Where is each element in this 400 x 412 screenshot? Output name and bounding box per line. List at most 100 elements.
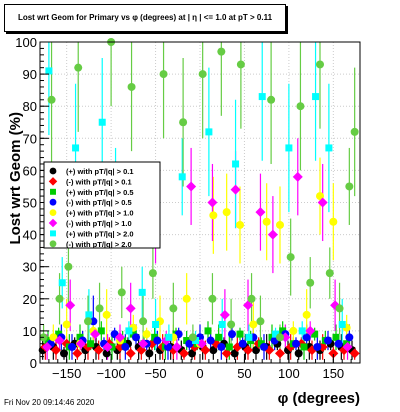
data-point: [179, 118, 188, 127]
legend-label: (+) with pT/|q| > 1.0: [66, 209, 134, 218]
data-point: [169, 304, 178, 313]
data-point: [245, 333, 253, 341]
data-point: [204, 327, 212, 335]
data-point: [159, 70, 168, 79]
data-point: [268, 333, 276, 341]
data-point: [85, 311, 93, 319]
y-tick-label: 10: [23, 324, 37, 339]
data-point: [276, 220, 284, 229]
data-point: [230, 349, 239, 358]
data-point: [312, 93, 320, 101]
data-point: [230, 184, 241, 195]
data-point: [182, 294, 191, 303]
data-point: [324, 336, 332, 345]
legend-marker: [48, 218, 58, 228]
y-tick-label: 80: [23, 99, 37, 114]
data-point: [132, 333, 140, 342]
data-point: [243, 300, 253, 311]
axes: −150 −100 −50 0 50 100 150 0 10 20 30 40 50 60 70 80 90 1…: [15, 35, 361, 381]
data-point: [334, 339, 343, 348]
data-point: [209, 346, 218, 355]
data-point: [236, 60, 245, 69]
data-point: [275, 348, 285, 359]
data-point: [192, 337, 200, 345]
data-point: [49, 333, 58, 342]
data-point: [42, 341, 53, 352]
legend-marker: [50, 188, 56, 195]
data-point: [51, 345, 61, 356]
data-point: [247, 294, 256, 303]
data-point: [221, 348, 232, 359]
data-point: [222, 208, 231, 217]
data-point: [55, 330, 63, 338]
data-point: [328, 348, 339, 359]
data-point: [272, 330, 280, 338]
data-point: [249, 320, 258, 329]
data-point: [338, 320, 346, 328]
data-point: [93, 345, 104, 356]
y-tick-label: 30: [23, 260, 37, 275]
y-tick-label: 70: [23, 131, 37, 146]
timestamp-footer: Fri Nov 20 09:14:46 2020: [4, 398, 95, 407]
data-point: [292, 171, 303, 182]
x-tick-label: 0: [196, 366, 203, 381]
data-point: [276, 333, 284, 342]
data-point: [311, 330, 319, 338]
data-point: [138, 338, 149, 349]
data-point: [138, 288, 146, 296]
data-point: [121, 342, 130, 351]
data-point: [145, 349, 154, 358]
data-point: [196, 338, 207, 349]
data-point: [179, 348, 189, 359]
data-point: [188, 349, 196, 358]
data-point: [257, 340, 265, 348]
data-point: [228, 330, 236, 339]
data-point: [300, 343, 308, 351]
data-point: [165, 333, 173, 341]
legend-marker: [49, 209, 57, 217]
data-point: [60, 349, 68, 358]
legend-label: (-) with pT/|q| > 1.0: [66, 219, 132, 228]
data-point: [325, 269, 334, 278]
data-point: [72, 144, 80, 152]
data-point: [294, 349, 303, 358]
data-point: [76, 333, 84, 341]
data-point: [97, 327, 105, 335]
data-point: [152, 320, 160, 328]
data-point: [139, 317, 148, 326]
data-point: [225, 343, 233, 351]
data-point: [350, 127, 359, 136]
data-point: [205, 128, 213, 136]
data-point: [316, 60, 324, 69]
data-point: [317, 197, 328, 208]
data-point: [102, 341, 113, 352]
series-5-points: [49, 192, 351, 348]
legend-label: (-) with pT/|q| > 0.5: [66, 198, 132, 207]
data-point: [313, 342, 322, 351]
y-tick-label: 100: [15, 35, 37, 50]
data-point: [129, 330, 137, 338]
legend-marker: [49, 198, 57, 206]
data-point: [260, 342, 268, 351]
data-point: [335, 304, 344, 313]
data-point: [217, 342, 226, 351]
legend-label: (+) with pT/|q| > 0.5: [66, 188, 134, 197]
data-point: [84, 317, 92, 326]
data-point: [302, 310, 311, 319]
data-point: [64, 262, 73, 271]
data-point: [87, 340, 95, 348]
data-point: [262, 217, 271, 226]
data-point: [296, 102, 305, 111]
data-point: [236, 220, 244, 229]
data-point: [255, 207, 266, 218]
x-tick-label: −150: [52, 366, 81, 381]
data-point: [102, 349, 111, 358]
data-point: [267, 95, 276, 104]
data-point: [117, 288, 126, 297]
data-point: [243, 345, 253, 356]
data-point: [58, 279, 66, 287]
data-point: [75, 338, 86, 349]
chart-title: Lost wrt Geom for Primary vs φ (degrees)…: [4, 4, 286, 32]
data-point: [115, 332, 125, 343]
